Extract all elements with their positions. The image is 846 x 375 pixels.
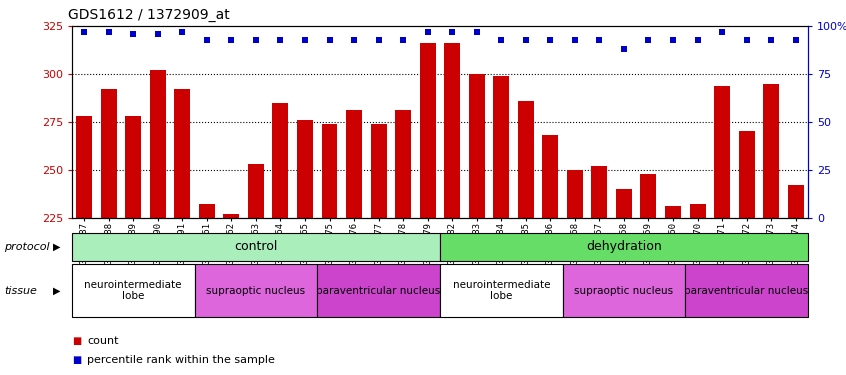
Text: tissue: tissue [4, 286, 37, 296]
Bar [199, 204, 215, 375]
Bar [125, 116, 141, 375]
Point [126, 31, 140, 37]
Bar [297, 120, 313, 375]
Text: neurointermediate
lobe: neurointermediate lobe [85, 280, 182, 302]
Bar [76, 116, 92, 375]
Bar [665, 206, 681, 375]
Point [641, 37, 655, 43]
Bar [518, 101, 534, 375]
Text: ■: ■ [72, 336, 81, 346]
Bar [346, 110, 362, 375]
Bar [542, 135, 558, 375]
Bar [591, 166, 607, 375]
Bar [714, 86, 730, 375]
Bar [101, 89, 117, 375]
Bar [174, 89, 190, 375]
Bar [469, 74, 485, 375]
Bar [616, 189, 632, 375]
Point [420, 29, 434, 35]
Point [371, 37, 385, 43]
Point [445, 29, 459, 35]
Point [151, 31, 164, 37]
Point [690, 37, 704, 43]
Bar [640, 174, 656, 375]
Text: ■: ■ [72, 355, 81, 365]
Bar [272, 103, 288, 375]
Text: percentile rank within the sample: percentile rank within the sample [87, 355, 275, 365]
Point [494, 37, 508, 43]
Point [617, 46, 630, 52]
Text: protocol: protocol [4, 242, 50, 252]
Point [298, 37, 311, 43]
Bar [223, 214, 239, 375]
Point [470, 29, 483, 35]
Text: ▶: ▶ [53, 242, 61, 252]
Text: paraventricular nucleus: paraventricular nucleus [684, 286, 809, 296]
Text: supraoptic nucleus: supraoptic nucleus [206, 286, 305, 296]
Point [175, 29, 189, 35]
Bar [395, 110, 411, 375]
Point [666, 37, 679, 43]
Text: supraoptic nucleus: supraoptic nucleus [574, 286, 673, 296]
Bar [321, 124, 338, 375]
Bar [763, 84, 779, 375]
Bar [689, 204, 706, 375]
Bar [788, 185, 804, 375]
Point [200, 37, 213, 43]
Point [568, 37, 581, 43]
Text: neurointermediate
lobe: neurointermediate lobe [453, 280, 550, 302]
Point [788, 37, 802, 43]
Text: paraventricular nucleus: paraventricular nucleus [316, 286, 441, 296]
Bar [420, 44, 436, 375]
Bar [739, 132, 755, 375]
Point [592, 37, 606, 43]
Bar [567, 170, 583, 375]
Point [347, 37, 360, 43]
Point [322, 37, 336, 43]
Bar [444, 44, 460, 375]
Point [273, 37, 287, 43]
Text: ▶: ▶ [53, 286, 61, 296]
Point [102, 29, 115, 35]
Text: GDS1612 / 1372909_at: GDS1612 / 1372909_at [69, 9, 230, 22]
Bar [248, 164, 264, 375]
Point [396, 37, 409, 43]
Text: dehydration: dehydration [586, 240, 662, 253]
Point [764, 37, 777, 43]
Bar [371, 124, 387, 375]
Point [715, 29, 728, 35]
Point [739, 37, 753, 43]
Text: control: control [234, 240, 277, 253]
Point [224, 37, 238, 43]
Point [249, 37, 262, 43]
Point [519, 37, 532, 43]
Text: count: count [87, 336, 118, 346]
Bar [150, 70, 166, 375]
Point [543, 37, 557, 43]
Bar [493, 76, 509, 375]
Point [77, 29, 91, 35]
